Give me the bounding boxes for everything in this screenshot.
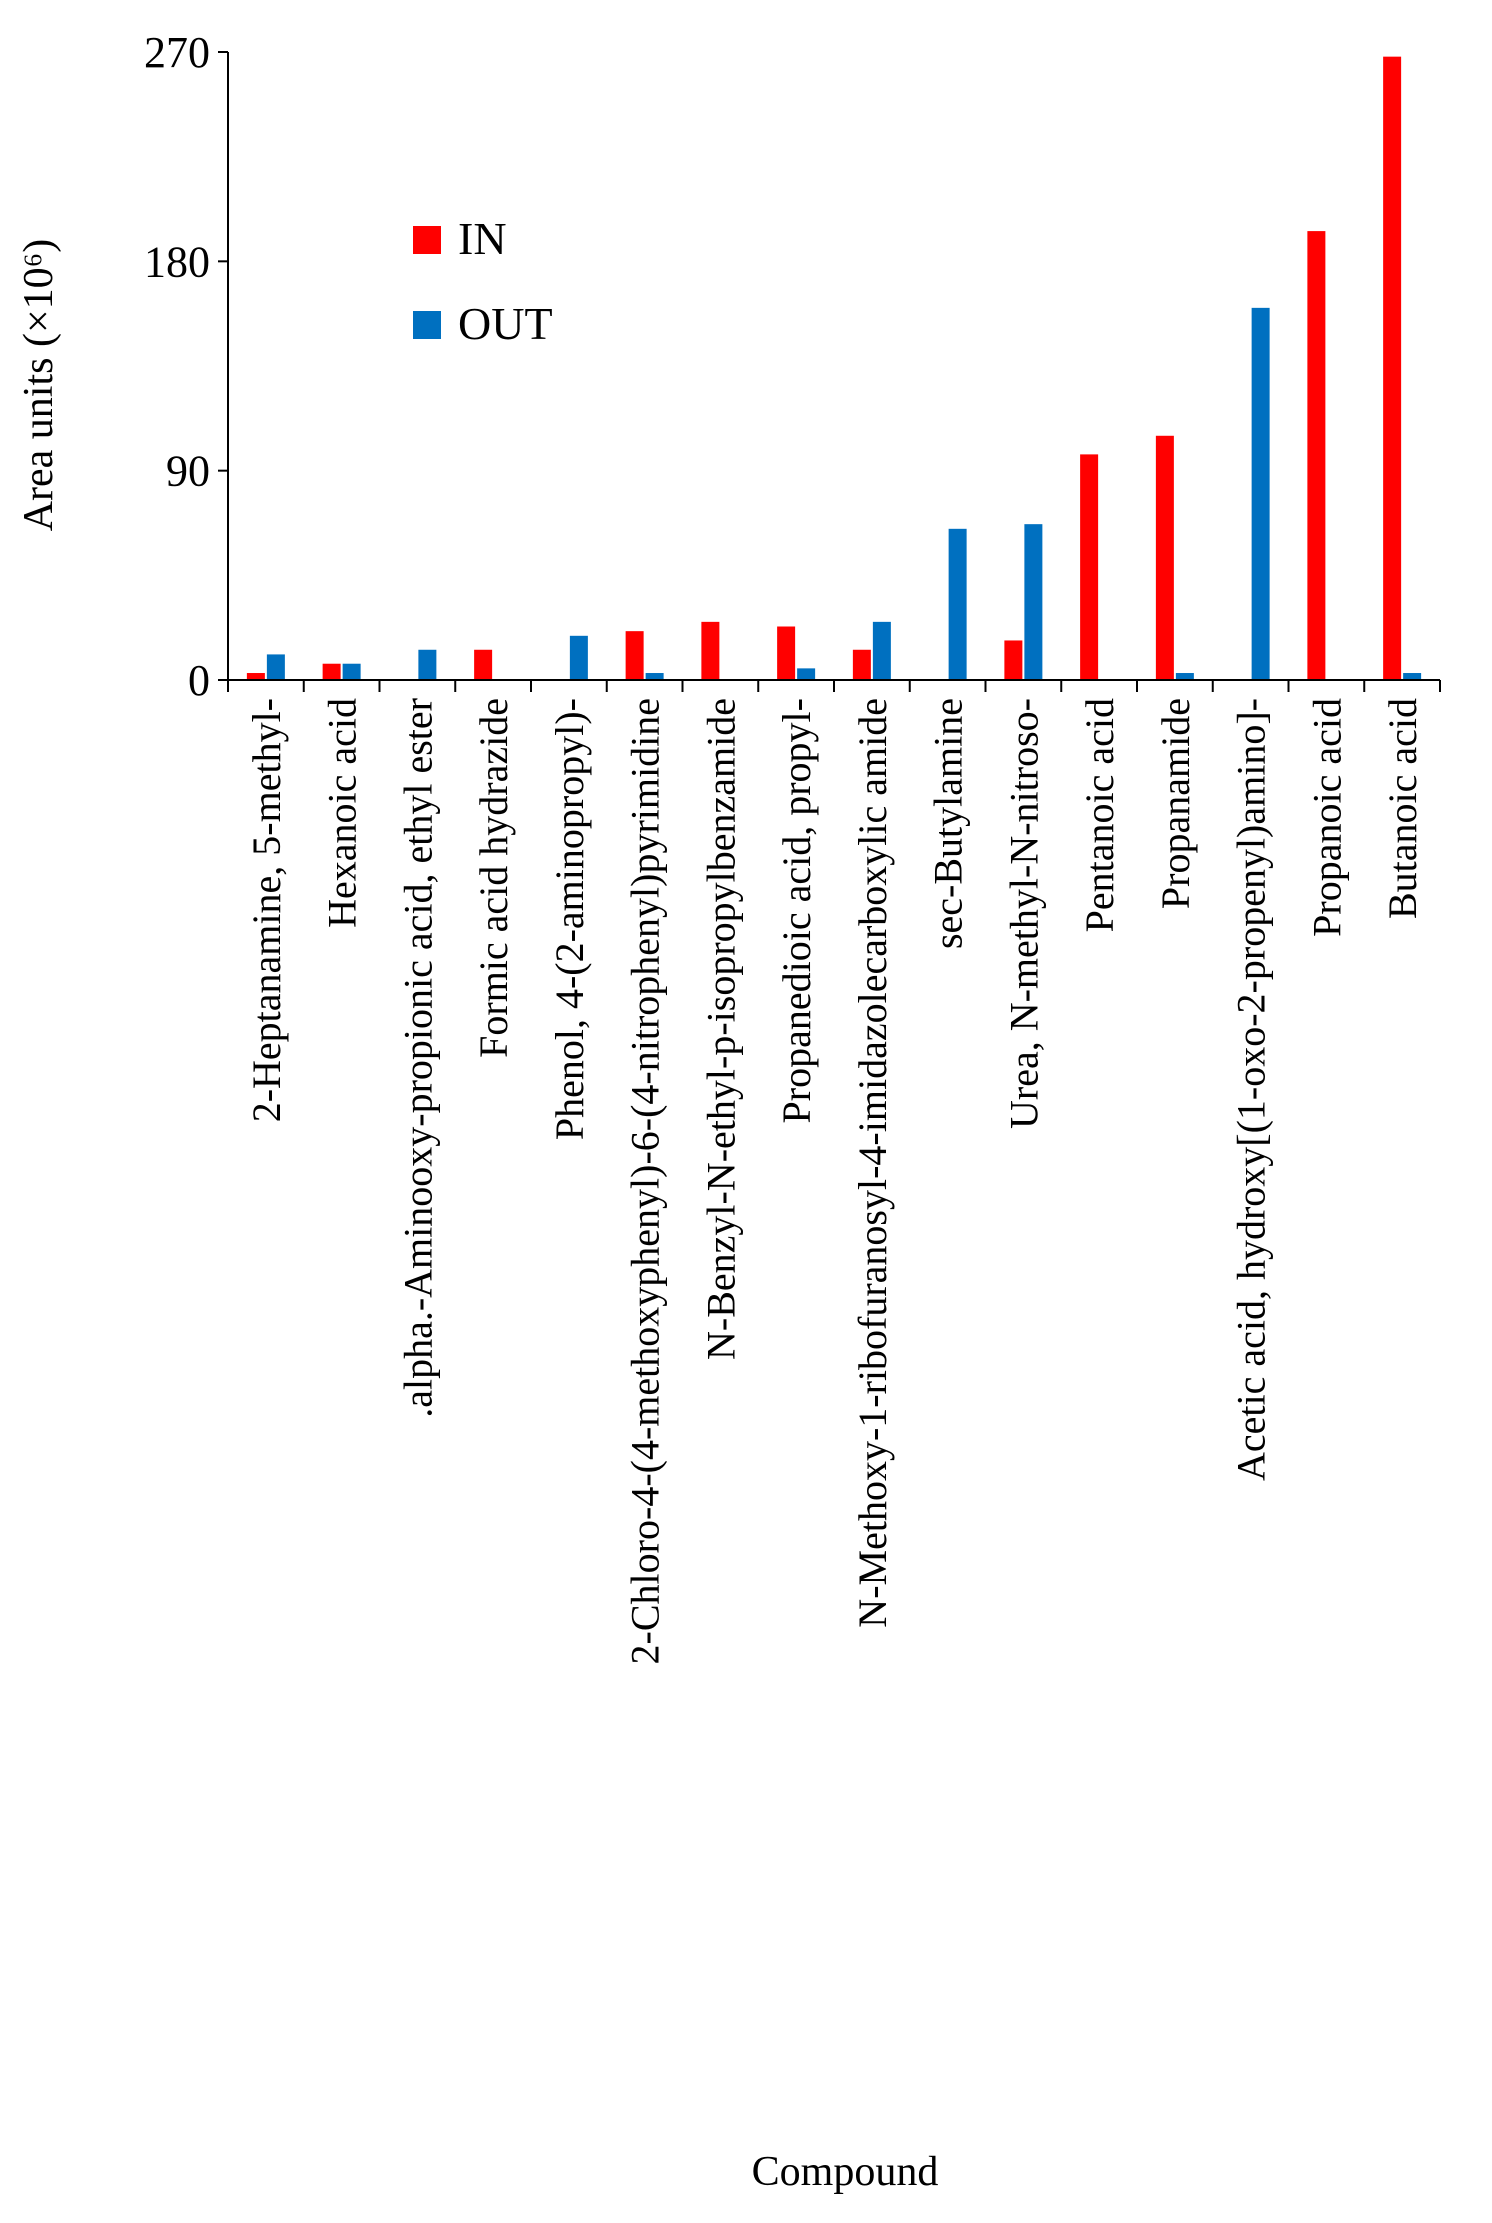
y-tick-label-90: 90: [166, 447, 210, 496]
legend-label-in: IN: [458, 213, 507, 264]
bar-in-1: [322, 663, 341, 680]
bar-out-1: [342, 663, 361, 680]
y-tick-label-180: 180: [144, 237, 210, 286]
plot-area: 0 90 180 270 2-Heptanamine, 5-methyl- Hexanoi…: [144, 28, 1441, 1664]
bar-in-14: [1307, 231, 1326, 680]
bar-out-5: [645, 673, 664, 680]
x-category-label-10: Urea, N-methyl-N-nitroso-: [1001, 698, 1046, 1129]
x-category-label-1: Hexanoic acid: [320, 698, 365, 928]
x-category-label-5: 2-Chloro-4-(4-methoxyphenyl)-6-(4-nitrop…: [623, 698, 668, 1664]
bar-in-11: [1080, 454, 1099, 680]
bar-out-9: [948, 528, 967, 680]
bar-out-2: [418, 649, 437, 680]
bar-out-10: [1024, 524, 1043, 680]
bar-out-15: [1403, 673, 1422, 680]
x-category-label-9: sec-Butylamine: [926, 698, 971, 949]
x-category-label-12: Propanamide: [1153, 698, 1198, 909]
bar-in-6: [701, 621, 720, 680]
bar-in-0: [246, 673, 265, 680]
bar-out-8: [872, 621, 891, 680]
bar-out-4: [569, 635, 588, 680]
y-axis-title: Area units (×10⁶): [16, 239, 62, 532]
x-axis-title: Compound: [752, 2149, 939, 2195]
y-tick-label-0: 0: [188, 656, 210, 705]
x-category-label-4: Phenol, 4-(2-aminopropyl)-: [547, 698, 592, 1140]
x-category-label-6: N-Benzyl-N-ethyl-p-isopropylbenzamide: [698, 698, 743, 1360]
legend-swatch-in: [413, 226, 441, 254]
x-category-label-13: Acetic acid, hydroxy[(1-oxo-2-propenyl)a…: [1229, 698, 1274, 1481]
bar-in-7: [777, 626, 796, 680]
x-category-label-3: Formic acid hydrazide: [471, 698, 516, 1058]
x-category-label-11: Pentanoic acid: [1077, 698, 1122, 932]
bar-in-15: [1383, 56, 1402, 680]
x-category-label-15: Butanoic acid: [1380, 698, 1425, 919]
x-category-label-14: Propanoic acid: [1304, 698, 1349, 937]
x-category-label-2: .alpha.-Aminooxy-propionic acid, ethyl e…: [395, 698, 440, 1418]
y-tick-label-270: 270: [144, 28, 210, 77]
x-category-label-8: N-Methoxy-1-ribofuranosyl-4-imidazolecar…: [850, 698, 895, 1628]
bar-in-3: [474, 649, 493, 680]
bar-out-13: [1251, 307, 1270, 680]
bar-out-12: [1175, 673, 1194, 680]
legend: IN OUT: [413, 213, 553, 349]
legend-label-out: OUT: [458, 298, 553, 349]
legend-swatch-out: [413, 311, 441, 339]
bar-in-8: [852, 649, 871, 680]
bar-in-12: [1155, 435, 1174, 680]
x-category-label-0: 2-Heptanamine, 5-methyl-: [244, 698, 289, 1122]
bar-in-5: [625, 631, 644, 680]
bar-out-0: [266, 654, 285, 680]
bar-in-10: [1004, 640, 1023, 680]
x-category-label-7: Propanedioic acid, propyl-: [774, 698, 819, 1123]
bar-out-7: [797, 668, 816, 680]
